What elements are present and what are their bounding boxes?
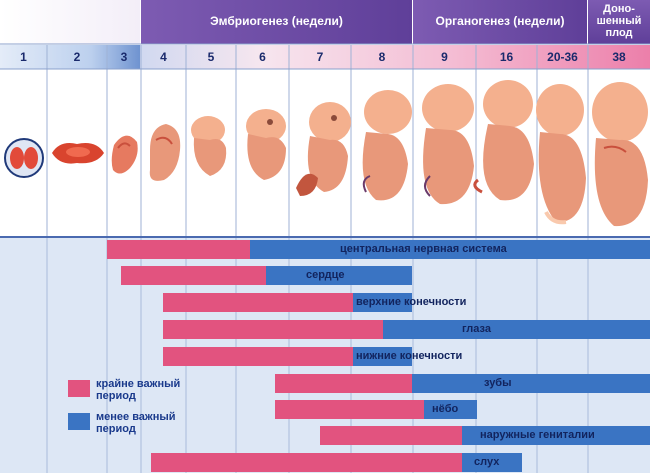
newborn-body (594, 138, 648, 227)
week-label: 5 (207, 50, 215, 64)
week-label: 9 (441, 50, 448, 64)
fetus-week-20-36-body (538, 132, 586, 223)
header-term (588, 0, 650, 44)
week-label: 1 (20, 50, 27, 64)
term-line-1: Доно- (603, 3, 635, 15)
legend-less-line-1: менее важный (96, 411, 176, 423)
critical-period-bar (275, 400, 424, 419)
newborn-head (592, 82, 648, 142)
legend-less-line-2: период (96, 423, 136, 435)
embryo-week-6-head (246, 109, 286, 143)
fetus-week-9-head (422, 84, 474, 132)
legend-critical-line-1: крайне важный (96, 378, 181, 390)
legend-critical-text: крайне важный период (96, 378, 180, 402)
week-label: 2 (73, 50, 81, 64)
embryo-week-7-eye (331, 115, 337, 121)
week-label: 4 (160, 50, 167, 64)
organ-label: слух (474, 456, 500, 468)
organ-label: глаза (462, 323, 491, 335)
week-label: 20-36 (547, 50, 578, 64)
embryo-week-5-body (193, 138, 227, 176)
legend-less-swatch (68, 413, 90, 430)
critical-period-bar (163, 293, 353, 312)
newborn-detail (603, 145, 627, 153)
legend: крайне важный период менее важный период (62, 372, 212, 442)
embryo-week-3 (111, 135, 138, 174)
term-line-3: плод (605, 27, 633, 39)
critical-period-bar (107, 240, 250, 259)
organogenesis-title: Органогенез (недели) (435, 14, 565, 28)
week-label: 16 (499, 50, 514, 64)
embryo-week-8-head (364, 90, 412, 134)
critical-period-bar (151, 453, 462, 472)
less-critical-period-bar (266, 266, 412, 285)
fetus-week-9-body (423, 128, 474, 205)
zygote-blastomere (10, 147, 24, 169)
fetus-week-16-detail (473, 178, 483, 194)
embryo-week-7-head (309, 102, 351, 142)
week-label: 8 (378, 50, 386, 64)
legend-less-text: менее важный период (96, 411, 176, 435)
embryonic-disc-center (66, 147, 90, 157)
embryo-week-8-body (362, 132, 408, 201)
week-label: 3 (120, 50, 128, 64)
embryo-week-7-placenta (296, 173, 318, 196)
header-bar-left (0, 0, 140, 44)
header-embryogenesis (141, 0, 412, 44)
critical-period-bar (163, 320, 383, 339)
critical-period-bar (121, 266, 266, 285)
less-critical-period-bar (383, 320, 650, 339)
zygote-blastomere (24, 147, 38, 169)
less-critical-period-bar (412, 374, 650, 393)
organ-label: нижние конечности (356, 350, 463, 362)
week-label: 38 (612, 50, 626, 64)
legend-critical-swatch (68, 380, 90, 397)
legend-critical-line-2: период (96, 390, 136, 402)
term-line-2: шенный (596, 15, 642, 27)
header-organogenesis (413, 0, 587, 44)
fetus-week-20-36-head (536, 84, 584, 136)
less-critical-period-bar (462, 453, 522, 472)
embryo-week-6-body (247, 134, 286, 180)
organ-label: наружные гениталии (480, 429, 595, 441)
week-label: 6 (259, 50, 266, 64)
less-critical-period-bar (353, 293, 412, 312)
less-critical-period-bar (462, 426, 650, 445)
embryo-week-8-cord (362, 175, 371, 193)
critical-period-bar (163, 347, 353, 366)
critical-period-bar (275, 374, 412, 393)
embryo-week-6-eye (267, 119, 273, 125)
fetus-week-20-36-foot (544, 211, 567, 225)
organ-label: нёбо (432, 403, 459, 415)
organ-label: сердце (306, 269, 345, 281)
week-label: 7 (316, 50, 324, 64)
week-row-blue-left (0, 45, 140, 69)
fetus-week-16-body (483, 124, 534, 201)
less-critical-period-bar (353, 347, 412, 366)
embryo-week-4-detail (155, 136, 173, 145)
organ-label: центральная нервная система (340, 243, 507, 255)
embryogenesis-title: Эмбриогенез (недели) (210, 14, 343, 28)
embryo-week-3-detail (117, 142, 131, 149)
critical-period-bar (320, 426, 462, 445)
organ-label: верхние конечности (356, 296, 467, 308)
fetus-week-16-head (483, 80, 533, 128)
embryo-week-4 (149, 124, 181, 181)
fetus-week-9-cord (424, 175, 431, 197)
embryo-week-5-head (191, 116, 225, 144)
less-critical-period-bar (424, 400, 477, 419)
organ-label: зубы (484, 377, 512, 389)
less-critical-period-bar (250, 240, 650, 259)
term-title: Доно- шенный плод (588, 3, 650, 39)
